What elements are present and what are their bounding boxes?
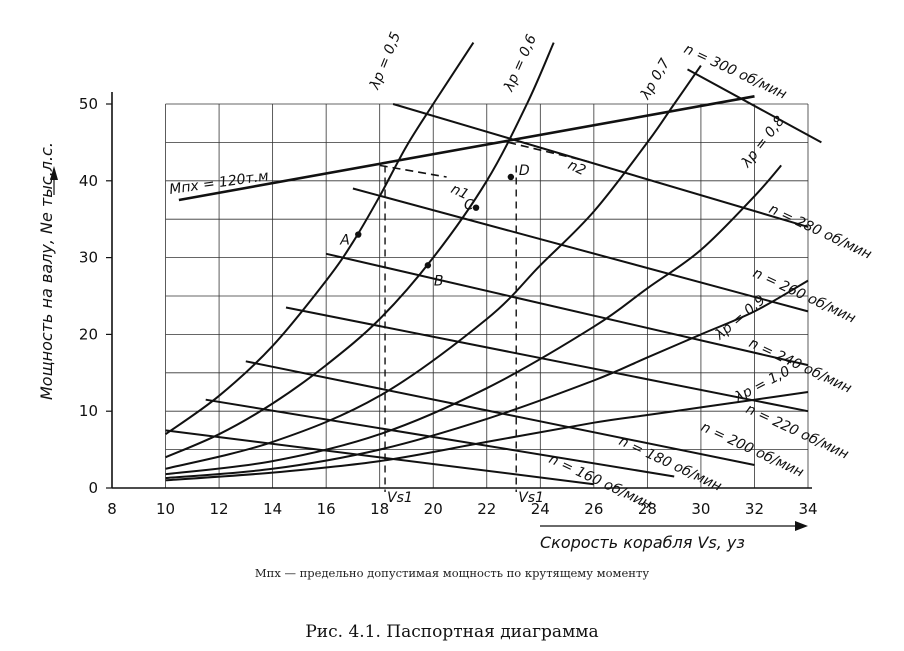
footnote: Mпх — предельно допустимая мощность по к… (254, 566, 650, 580)
tick-labels: 8 10 12 14 16 18 20 22 24 26 28 30 32 34 0 10 20 30 40 50 (79, 95, 818, 518)
lambda-curve-label: λp 0,7 (637, 56, 673, 103)
rpm-line (687, 68, 822, 144)
torque-limit-line (178, 95, 755, 202)
rpm-line (205, 398, 675, 478)
x-tick-label: 24 (531, 500, 550, 518)
y-tick-label: 40 (79, 172, 98, 190)
x-tick-label: 10 (156, 500, 175, 518)
x-tick-label: 22 (477, 500, 496, 518)
rpm-line (165, 429, 594, 486)
dashed-line (508, 141, 589, 163)
y-tick-label: 30 (79, 249, 98, 267)
x-tick-label: 28 (638, 500, 657, 518)
x-tick-label: 34 (798, 500, 817, 518)
rpm-line (352, 187, 809, 313)
x-tick-label: 26 (584, 500, 603, 518)
rpm-line (392, 103, 809, 228)
x-tick-label: 12 (210, 500, 229, 518)
lambda-curve-label: λp = 0,6 (501, 32, 540, 94)
x-tick-label: 32 (745, 500, 764, 518)
rpm-line-label: n = 180 об/мин (616, 433, 724, 495)
y-tick-label: 50 (79, 95, 98, 113)
x-tick-label: 14 (263, 500, 282, 518)
lambda-curve-label: λp = 0,9 (712, 292, 769, 344)
operating-point (424, 262, 432, 269)
operating-point-label: B (434, 273, 444, 289)
lambda-curve (165, 279, 809, 479)
rpm-line (245, 360, 755, 466)
lambda-curve (165, 42, 555, 459)
x-axis-arrow (795, 521, 808, 531)
lambda-curve-label: λp = 0,5 (366, 30, 404, 93)
x-tick-label: 8 (107, 500, 117, 518)
lambda-curve (165, 391, 809, 482)
curves-layer (164, 42, 822, 492)
vs-marker-label: Vs1 (518, 490, 544, 506)
operating-point (355, 231, 362, 238)
x-tick-label: 30 (691, 500, 710, 518)
figure-caption: Рис. 4.1. Паспортная диаграмма (305, 622, 599, 642)
x-axis-title: Скорость корабля Vs, уз (540, 533, 745, 552)
grid (165, 103, 809, 488)
operating-point (472, 204, 480, 211)
lambda-curve (165, 65, 702, 470)
x-tick-label: 18 (370, 500, 389, 518)
y-axis-title: Мощность на валу, Ne тыс.л.с. (37, 142, 56, 400)
y-axis-arrow (50, 166, 58, 180)
y-tick-label: 20 (79, 325, 98, 343)
dashed-line (379, 164, 447, 178)
dashed-line-label: n1 (448, 181, 471, 203)
rpm-line (285, 306, 809, 413)
operating-point-label: A (339, 233, 350, 249)
dashed-line-label: n2 (565, 157, 588, 179)
lambda-curve (165, 164, 782, 476)
operating-point (507, 173, 515, 181)
rpm-line-label: n = 280 об/мин (766, 201, 874, 263)
x-tick-label: 20 (424, 500, 443, 518)
y-tick-label: 0 (88, 479, 98, 497)
operating-point-label: C (464, 198, 474, 214)
rpm-line (325, 252, 809, 367)
x-tick-label: 16 (317, 500, 336, 518)
axes-frame (50, 92, 812, 531)
y-tick-label: 10 (79, 402, 98, 420)
vs-marker-label: Vs1 (387, 490, 413, 506)
operating-point-label: D (519, 163, 530, 179)
lambda-curve (164, 42, 475, 436)
